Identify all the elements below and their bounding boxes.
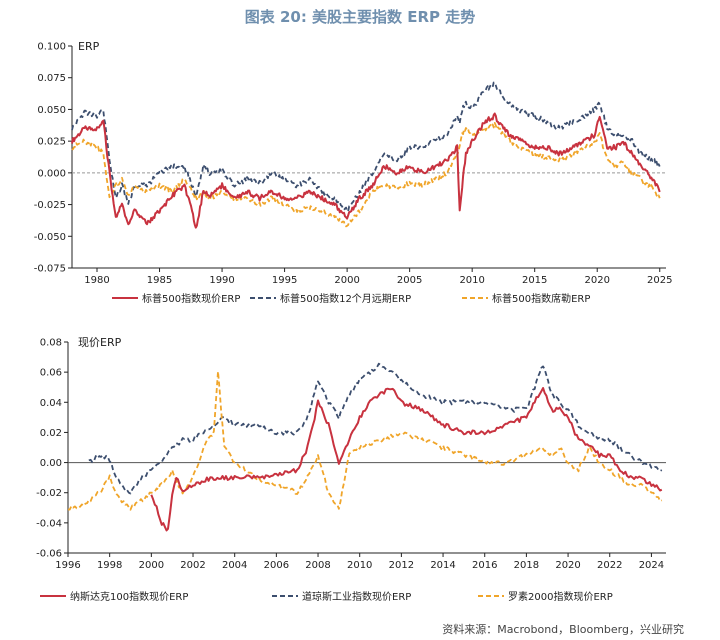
y-tick-label: -0.075	[34, 264, 66, 275]
x-tick-label: 2022	[597, 560, 622, 571]
x-tick-label: 2005	[397, 275, 422, 286]
y-tick-label: 0.000	[37, 168, 66, 179]
y-tick-label: 0.04	[40, 398, 62, 409]
x-tick-label: 2024	[639, 560, 664, 571]
chart1-plot: -0.075 -0.050 -0.025 0.000 0.025 0.050 0.075 0.…	[34, 42, 673, 306]
x-tick-label: 1980	[84, 275, 109, 286]
x-tick-label: 2010	[459, 275, 484, 286]
series-line	[71, 81, 661, 213]
series-line	[67, 370, 663, 511]
y-tick-label: 0.00	[40, 458, 62, 469]
x-tick-label: 2012	[389, 560, 414, 571]
y-tick-label: 0.06	[40, 368, 62, 379]
legend-label: 道琼斯工业指数现价ERP	[302, 590, 411, 603]
x-tick-label: 1990	[209, 275, 234, 286]
x-tick-label: 2000	[334, 275, 359, 286]
x-tick-label: 1985	[147, 275, 172, 286]
x-tick-label: 1995	[272, 275, 297, 286]
y-tick-label: 0.050	[37, 105, 66, 116]
legend-label: 标普500指数现价ERP	[142, 292, 240, 305]
series-line	[71, 112, 661, 229]
chart1-ylabel: ERP	[78, 40, 100, 53]
x-tick-label: 2018	[514, 560, 539, 571]
x-tick-label: 2006	[264, 560, 289, 571]
y-tick-label: 0.02	[40, 428, 62, 439]
series-line	[88, 362, 663, 495]
legend-label: 罗素2000指数现价ERP	[508, 590, 613, 603]
y-tick-label: 0.025	[37, 137, 66, 148]
series-line	[71, 122, 661, 228]
y-tick-label: -0.050	[34, 232, 66, 243]
y-tick-label: -0.04	[36, 518, 62, 529]
legend-label: 纳斯达克100指数现价ERP	[70, 590, 188, 603]
series-line	[150, 387, 663, 532]
x-tick-label: 2015	[522, 275, 547, 286]
x-tick-label: 2000	[139, 560, 164, 571]
x-tick-label: 2004	[222, 560, 247, 571]
y-tick-label: 0.08	[40, 338, 62, 349]
chart2-plot: -0.06 -0.04 -0.02 0.00 0.02 0.04 0.06 0.08 1996 1…	[36, 338, 666, 603]
x-tick-label: 2014	[430, 560, 455, 571]
legend-label: 标普500指数12个月远期ERP	[280, 292, 411, 305]
y-tick-label: 0.100	[37, 42, 66, 53]
x-tick-label: 2016	[472, 560, 497, 571]
x-tick-label: 1996	[55, 560, 80, 571]
x-tick-label: 2025	[647, 275, 672, 286]
source-note: 资料来源：Macrobond，Bloomberg，兴业研究	[442, 623, 684, 636]
y-tick-label: -0.025	[34, 200, 66, 211]
y-tick-label: -0.02	[36, 488, 62, 499]
chart2-ylabel: 现价ERP	[78, 336, 122, 349]
x-tick-label: 2010	[347, 560, 372, 571]
x-tick-label: 2008	[305, 560, 330, 571]
x-tick-label: 2020	[584, 275, 609, 286]
legend-label: 标普500指数席勒ERP	[492, 292, 590, 305]
x-tick-label: 2020	[555, 560, 580, 571]
y-tick-label: -0.06	[36, 549, 62, 560]
y-tick-label: 0.075	[37, 73, 66, 84]
x-tick-label: 1998	[97, 560, 122, 571]
x-tick-label: 2002	[180, 560, 205, 571]
figure-title: 图表 20: 美股主要指数 ERP 走势	[244, 8, 476, 26]
